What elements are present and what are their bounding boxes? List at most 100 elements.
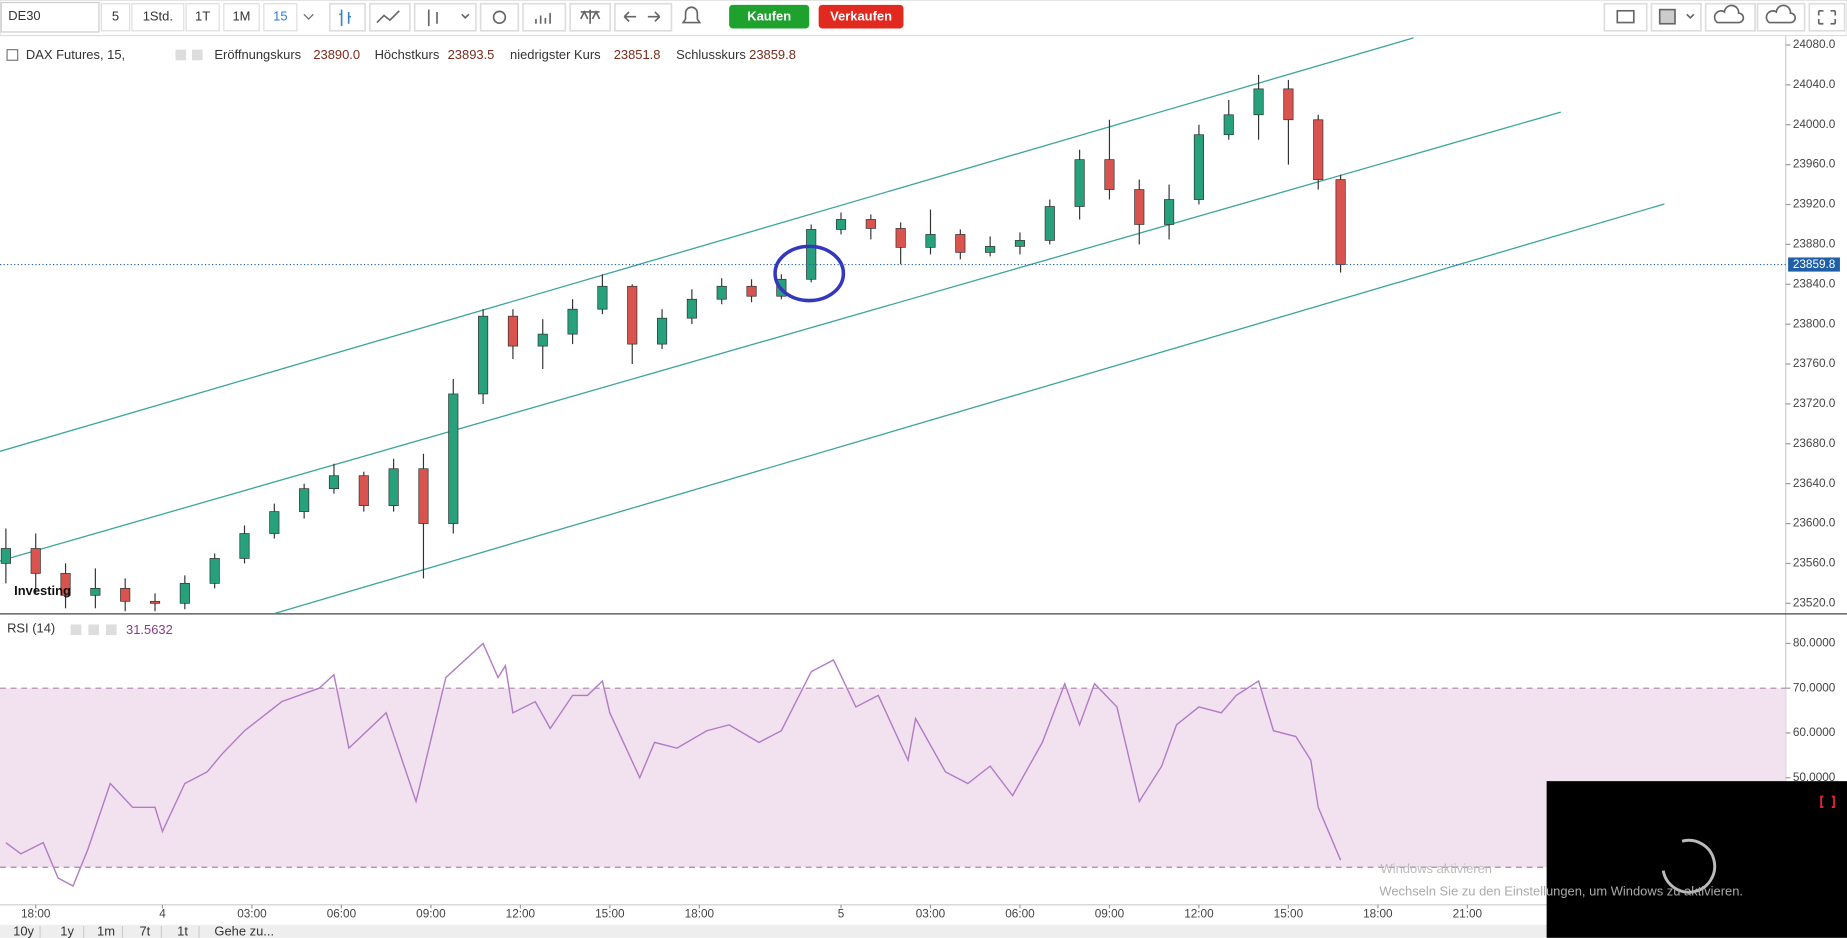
candle-body	[955, 234, 966, 253]
interval-button[interactable]	[263, 3, 298, 32]
footer	[0, 924, 1847, 938]
y-tick-label: 23760.0	[1793, 357, 1836, 370]
legend-label: Eröffnungskurs	[214, 47, 301, 62]
legend-icon[interactable]	[88, 624, 99, 636]
candle-body	[1335, 179, 1346, 265]
legend-label: Höchstkurs	[375, 47, 440, 62]
candle-body	[30, 548, 41, 574]
y-tick-label: 23840.0	[1793, 277, 1836, 290]
y-tick-label: 23800.0	[1793, 317, 1836, 330]
y-tick-label: 23920.0	[1793, 198, 1836, 211]
x-tick-label: 21:00	[1453, 907, 1483, 920]
candle-body	[1014, 240, 1026, 247]
channel-lower	[273, 203, 1665, 614]
legend-value: 23859.8	[749, 47, 796, 62]
channel	[0, 37, 1665, 614]
candle-body	[1313, 119, 1324, 180]
candle-body	[925, 234, 936, 248]
y-tick-label: 24000.0	[1793, 118, 1836, 131]
y-tick-label: 23720.0	[1793, 397, 1836, 410]
candle-body	[985, 246, 996, 253]
range-button[interactable]: 10y	[13, 923, 34, 938]
candle-body	[1223, 114, 1234, 136]
interval-button[interactable]	[100, 3, 131, 32]
interval-button[interactable]	[223, 3, 260, 32]
activation-title: Windows aktivieren	[1381, 861, 1492, 876]
candle-body	[149, 600, 161, 604]
symbol-input[interactable]	[0, 1, 100, 33]
candle-body	[567, 308, 578, 335]
x-tick-label: 06:00	[1005, 907, 1035, 920]
candle-body	[1283, 88, 1294, 121]
channel-middle	[0, 111, 1561, 562]
range-button[interactable]: 7t	[139, 923, 150, 938]
channel-upper	[0, 37, 1414, 452]
video-overlay	[1546, 781, 1847, 938]
legend-value: 23890.0	[313, 47, 360, 62]
legend-label: niedrigster Kurs	[510, 47, 601, 62]
range-button[interactable]: 1m	[97, 923, 115, 938]
candle-body	[358, 475, 369, 506]
rsi-title: RSI (14)	[7, 621, 55, 636]
y-tick-label: 24080.0	[1793, 38, 1836, 51]
interval-label: 1T	[195, 9, 210, 24]
buy-button[interactable]	[729, 4, 810, 29]
interval-group: 5 1Std. 1T 1M 15	[100, 3, 314, 32]
y-tick-label: 23640.0	[1793, 477, 1836, 490]
activation-text: Wechseln Sie zu den Einstellungen, um Wi…	[1379, 883, 1743, 898]
legend: Eröffnungskurs 23890.0 Höchstkurs 23893.5 ni…	[214, 47, 796, 62]
legend-icon[interactable]	[175, 49, 187, 61]
interval-label: 1M	[232, 9, 250, 24]
y-tick-label: 60.0000	[1793, 726, 1836, 739]
range-buttons: 10y 1y 1m 7t 1t Gehe zu...	[13, 923, 274, 938]
y-tick-label: 23880.0	[1793, 238, 1836, 251]
interval-label: 5	[112, 9, 119, 24]
candle-body	[656, 317, 668, 345]
legend-value: 23851.8	[614, 47, 661, 62]
candle-body	[239, 533, 250, 559]
y-tick-label: 23960.0	[1793, 158, 1836, 171]
legend-value: 23893.5	[448, 47, 495, 62]
candle-body	[0, 548, 11, 564]
candle-body	[478, 315, 489, 395]
y-tick-label: 23680.0	[1793, 437, 1836, 450]
y-tick-label: 80.0000	[1793, 637, 1836, 650]
y-tick-label: 23560.0	[1793, 557, 1836, 570]
interval-button[interactable]	[131, 3, 185, 32]
x-tick-label: 4	[159, 907, 166, 920]
candle-body	[507, 315, 518, 347]
candle-body	[1164, 199, 1175, 225]
interval-button[interactable]	[185, 3, 220, 32]
candle-body	[895, 228, 906, 248]
toolbar-icons	[328, 2, 1846, 32]
legend-icon[interactable]	[106, 624, 117, 636]
last-price-label: 23859.8	[1793, 258, 1836, 271]
x-tick-label: 12:00	[506, 907, 536, 920]
x-tick-label: 06:00	[327, 907, 357, 920]
goto-button[interactable]: Gehe zu...	[214, 923, 274, 938]
candle-body	[448, 393, 459, 524]
rsi-value: 31.5632	[126, 622, 173, 637]
dropdown-arrow	[303, 13, 314, 20]
candle-body	[865, 219, 876, 229]
x-tick-label: 5	[838, 907, 845, 920]
y-tick-label: 70.0000	[1793, 681, 1836, 694]
legend-icon[interactable]	[70, 624, 82, 636]
candle-body	[1253, 88, 1264, 116]
range-button[interactable]: 1y	[60, 923, 74, 938]
chart-title: DAX Futures, 15,	[26, 47, 125, 62]
candle-body	[60, 573, 71, 596]
legend-icon[interactable]	[192, 49, 203, 61]
buy-label: Kaufen	[747, 9, 791, 24]
candle-body	[627, 285, 638, 345]
interval-label: 1Std.	[143, 9, 173, 24]
y-tick-label: 24040.0	[1793, 78, 1836, 91]
candle-body	[388, 468, 399, 506]
candle-body	[179, 583, 190, 604]
candle-body	[209, 558, 220, 584]
sell-button[interactable]	[818, 4, 904, 29]
collapse-icon[interactable]	[6, 49, 19, 61]
candle-body	[686, 298, 697, 319]
range-button[interactable]: 1t	[177, 923, 188, 938]
